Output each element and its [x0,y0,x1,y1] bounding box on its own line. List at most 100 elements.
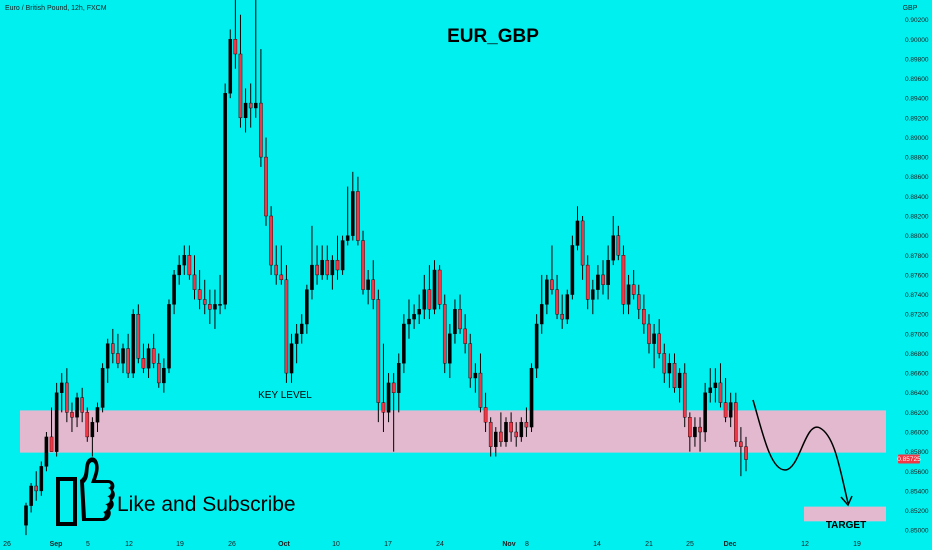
last-price-badge [898,454,920,464]
candle-body [111,343,115,354]
candle [728,392,733,428]
price-tick-label: 0.88200 [905,214,929,221]
candle [386,373,391,423]
candle-body [167,304,171,369]
candle [514,422,518,447]
candle [422,274,427,320]
price-tick-label: 0.85800 [905,449,929,456]
candle-body [591,289,595,300]
candle [177,255,181,285]
candle-body [698,426,702,433]
candle [49,407,54,452]
time-axis[interactable]: 26 Sep 5 12 19 26 Oct 10 17 24 Nov 8 14 21 25 Dec 12 19 [3,541,861,548]
candle-body [463,328,467,344]
candle-body [688,417,692,438]
candle-body [647,323,651,344]
time-tick-label: 25 [686,541,694,548]
candle [647,314,651,354]
candle [616,225,621,261]
candle-body [601,274,605,285]
candle-body [458,309,462,330]
candle-body [545,279,549,305]
candle [519,417,524,442]
target-label: TARGET [826,520,866,531]
time-tick-label: 21 [645,541,653,548]
candle [453,299,457,344]
candle [202,279,207,315]
candle-body [555,289,559,315]
candle [417,294,421,324]
candle [744,436,748,472]
candle [529,363,534,432]
candle-body [642,309,646,325]
last-price-value: 0.85725 [897,456,921,463]
candle [631,270,636,300]
candle-body [442,304,447,364]
time-tick-label: 10 [332,541,340,548]
price-tick-label: 0.87800 [905,253,929,260]
candle-body [723,402,728,418]
candle-body [59,382,64,393]
candle [458,294,462,334]
candle [243,88,248,133]
candle [468,333,473,388]
like-subscribe-text: Like and Subscribe [117,493,296,516]
candle [294,324,299,364]
candle [361,230,365,295]
time-tick-label: Dec [724,541,737,548]
candle-body [126,348,130,374]
candle-body [391,382,396,393]
candle-body [468,343,473,379]
price-tick-label: 0.89200 [905,115,929,122]
candle-body [504,421,508,443]
time-tick-label: 19 [176,541,184,548]
candle-body [49,436,54,452]
key-level-label: KEY LEVEL [258,390,312,401]
candle-body [708,387,713,393]
candle [601,260,605,295]
candle-body [519,421,524,438]
candle-body [432,269,437,310]
time-tick-label: 12 [125,541,133,548]
candle [95,402,100,432]
candle [284,265,289,383]
candle [473,363,478,393]
candle-body [494,431,498,447]
candle-body [39,466,44,492]
candle-body [534,323,539,369]
candle-body [734,402,738,443]
price-tick-label: 0.88600 [905,174,929,181]
candle [192,255,197,300]
candle-body [345,235,350,241]
candle-body [305,289,309,325]
candle [111,328,115,364]
candle [141,343,146,374]
candle [698,417,702,452]
candle [330,255,335,290]
price-tick-label: 0.86200 [905,410,929,417]
candle [44,432,49,472]
candle [703,382,707,442]
candle [494,427,498,457]
candle [29,483,33,513]
candle-body [65,382,69,413]
candle-body [565,294,570,320]
price-axis[interactable]: 0.90200 0.90000 0.89800 0.89600 0.89400 0.892… [905,17,929,535]
candle [611,216,616,266]
price-tick-label: 0.87200 [905,312,929,319]
price-tick-label: 0.85600 [905,469,929,476]
candle-body [233,39,238,55]
thumbs-up-icon [56,457,115,526]
candle-body [131,313,136,374]
candle [136,304,141,364]
candle [75,392,79,428]
time-tick-label: 26 [3,541,11,548]
candle-body [667,363,672,374]
candle-body [218,304,222,306]
candle [320,245,324,280]
candle [80,387,84,423]
candle [325,245,330,280]
candle-body [402,323,406,364]
